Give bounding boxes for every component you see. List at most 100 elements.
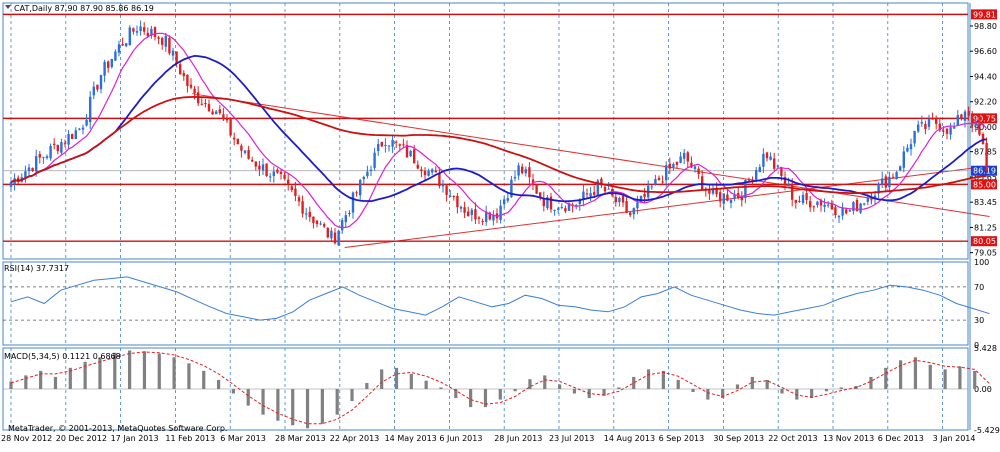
macd-panel[interactable]: 5.428 0.00 -5.429: [3, 344, 1000, 435]
candle-body: [564, 208, 567, 212]
candle-body: [629, 212, 632, 216]
price-label: 86.19: [973, 167, 996, 176]
candle-body: [819, 200, 823, 206]
moving-average-fast: [10, 32, 988, 229]
candle-body: [265, 163, 268, 177]
macd-title: MACD(5,34,5) 0.1121 0.6868: [4, 352, 121, 361]
y-tick-label: 79.05: [974, 249, 997, 258]
candle-body: [297, 197, 301, 202]
candle-body: [24, 171, 27, 178]
candle-body: [596, 180, 599, 195]
macd-histogram-bar: [9, 381, 13, 389]
candle-body: [60, 142, 63, 153]
macd-histogram-bar: [305, 388, 310, 429]
candle-body: [762, 153, 765, 167]
candle-body: [161, 38, 164, 45]
candle-body: [326, 228, 329, 238]
candle-body: [701, 176, 704, 190]
candle-body: [110, 58, 113, 67]
price-label-box: [971, 9, 997, 20]
candle-body: [513, 177, 517, 179]
candle-body: [859, 203, 862, 213]
macd-histogram-bar: [276, 388, 280, 421]
candle-body: [139, 26, 142, 32]
price-panel-frame: [2, 2, 969, 260]
macd-histogram-bar: [973, 370, 977, 389]
candle-body: [359, 179, 362, 196]
candle-body: [726, 194, 729, 201]
price-panel[interactable]: 98.8096.6094.4092.2090.0087.8585.6583.45…: [2, 2, 997, 431]
x-tick-label: 22 Oct 2013: [768, 434, 817, 443]
macd-histogram-bar: [706, 388, 710, 400]
candle-body: [672, 163, 675, 168]
candle-body: [409, 150, 412, 157]
candle-body: [164, 36, 167, 47]
candle-body: [240, 145, 243, 151]
macd-histogram-bar: [943, 369, 947, 389]
candle-body: [467, 211, 470, 216]
dropdown-arrow-icon[interactable]: [5, 5, 11, 9]
macd-histogram-bar: [824, 388, 829, 392]
macd-signal-line: [10, 351, 990, 425]
candle-body: [877, 183, 880, 194]
macd-histogram-bar: [216, 379, 221, 389]
candle-body: [117, 44, 121, 53]
moving-average-slow: [10, 95, 987, 195]
candle-body: [510, 179, 513, 198]
candle-body: [395, 141, 398, 143]
macd-histogram-bar: [335, 388, 339, 415]
candle-body: [290, 186, 293, 191]
candle-body: [740, 196, 743, 201]
macd-histogram-bar: [632, 376, 636, 389]
candle-body: [92, 86, 95, 96]
candle-body: [560, 206, 563, 208]
candle-body: [56, 144, 59, 152]
candle-body: [283, 174, 286, 179]
macd-histogram-bar: [320, 388, 324, 424]
candle-body: [600, 178, 603, 186]
candle-body: [960, 114, 963, 120]
macd-histogram-bar: [261, 388, 265, 415]
candle-body: [272, 171, 275, 177]
price-label-box: [971, 236, 997, 247]
macd-histogram-bar: [39, 370, 43, 389]
candle-body: [121, 44, 124, 46]
price-label: 99.81: [973, 10, 996, 19]
candle-body: [578, 199, 581, 205]
candle-body: [902, 151, 905, 168]
candle-body: [31, 168, 34, 171]
x-tick-label: 28 Jun 2013: [494, 434, 542, 443]
macd-histogram-bar: [987, 388, 992, 389]
candle-body: [949, 127, 952, 135]
candle-body: [963, 111, 967, 121]
macd-histogram-bar: [394, 367, 399, 389]
chart-title: CAT,Daily 87.90 87.90 85.86 86.19: [14, 4, 154, 13]
candle-body: [179, 64, 182, 75]
candle-body: [945, 128, 949, 134]
candle-body: [909, 144, 913, 150]
macd-histogram-bar: [113, 352, 117, 389]
candle-body: [146, 32, 149, 37]
candle-body: [319, 223, 322, 225]
macd-histogram-bar: [691, 388, 695, 393]
candle-body: [747, 178, 751, 181]
candle-body: [845, 209, 848, 214]
candle-body: [233, 137, 236, 140]
macd-histogram-bar: [53, 376, 58, 389]
candle-body: [920, 122, 923, 124]
macd-histogram-bar: [291, 388, 295, 426]
candle-body: [722, 193, 725, 204]
rsi-panel[interactable]: 100 70 30 0: [3, 258, 990, 350]
candle-body: [348, 213, 351, 215]
candle-body: [765, 152, 769, 159]
candle-body: [215, 111, 218, 115]
candle-body: [171, 50, 175, 56]
macd-histogram-bar: [202, 370, 206, 389]
candle-body: [294, 188, 297, 196]
candle-body: [45, 156, 49, 158]
price-label-box: [971, 179, 997, 190]
candle-body: [63, 143, 67, 145]
macd-histogram-bar: [780, 388, 784, 394]
